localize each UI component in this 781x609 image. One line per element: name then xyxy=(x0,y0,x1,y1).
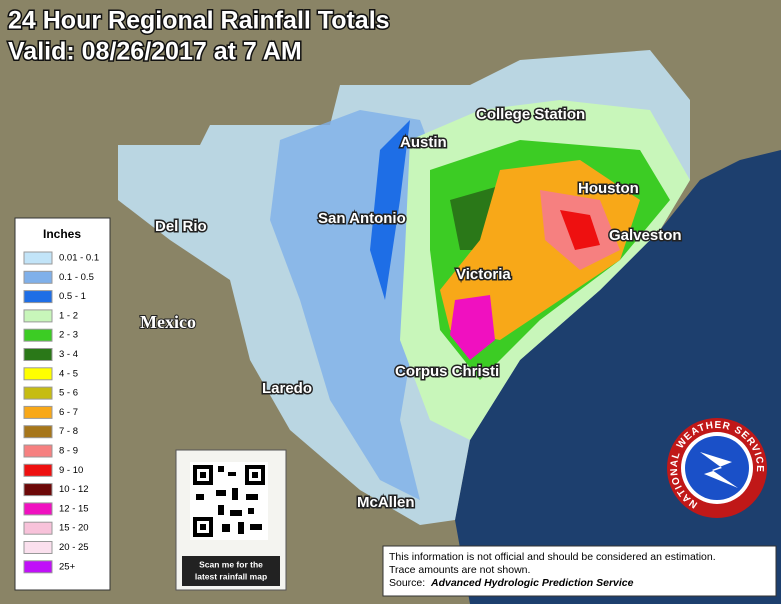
legend-label: 1 - 2 xyxy=(59,310,78,321)
place-label: San Antonio xyxy=(318,210,406,227)
place-label: Galveston xyxy=(609,227,682,244)
disclaimer-box xyxy=(382,545,777,597)
legend-swatch xyxy=(23,502,53,516)
legend-swatch xyxy=(23,348,53,361)
qr-caption: latest rainfall map xyxy=(195,571,267,581)
place-label: Corpus Christi xyxy=(395,363,499,380)
rain-area-blue xyxy=(270,110,450,500)
legend-swatch xyxy=(23,541,53,554)
rain-area-red xyxy=(560,210,600,250)
legend-label: 6 - 7 xyxy=(59,407,78,418)
legend-title: Inches xyxy=(43,227,81,241)
source-label: Source: xyxy=(389,577,425,589)
legend-swatch xyxy=(23,425,53,439)
legend-swatch xyxy=(23,290,53,304)
legend-swatch xyxy=(23,328,53,342)
qr-caption-box xyxy=(182,556,280,586)
legend-label: 15 - 20 xyxy=(59,523,89,534)
place-label: McAllen xyxy=(357,494,415,511)
place-label: Houston xyxy=(578,180,639,197)
place-label: Victoria xyxy=(456,266,511,283)
place-label: Austin xyxy=(400,134,447,151)
legend-label: 3 - 4 xyxy=(59,349,78,360)
rain-area-magenta xyxy=(450,295,495,360)
legend-label: 25+ xyxy=(59,561,76,572)
legend-swatch xyxy=(23,560,53,574)
disclaimer-line: Trace amounts are not shown. xyxy=(389,564,530,576)
legend-swatch xyxy=(23,463,53,477)
legend-label: 0.5 - 1 xyxy=(59,291,86,302)
country-label: Mexico xyxy=(140,312,196,332)
legend-label: 10 - 12 xyxy=(59,484,89,495)
disclaimer-line: This information is not official and sho… xyxy=(389,551,716,563)
qr-code xyxy=(193,465,265,537)
legend-label: 0.01 - 0.1 xyxy=(59,253,99,264)
legend-label: 0.1 - 0.5 xyxy=(59,272,94,283)
source: Advanced Hydrologic Prediction Service xyxy=(430,577,634,589)
legend-swatch xyxy=(23,270,53,284)
legend-swatch xyxy=(23,483,53,497)
legend-label: 5 - 6 xyxy=(59,388,78,399)
legend-label: 2 - 3 xyxy=(59,330,78,341)
place-label: College Station xyxy=(476,106,585,123)
legend-label: 20 - 25 xyxy=(59,542,89,553)
legend-swatch xyxy=(23,251,53,265)
legend-swatch xyxy=(23,367,53,381)
legend-label: 4 - 5 xyxy=(59,368,78,379)
logo-bolt xyxy=(700,452,738,488)
legend-label: 12 - 15 xyxy=(59,503,89,514)
legend-label: 9 - 10 xyxy=(59,465,83,476)
legend-swatch xyxy=(23,444,53,458)
legend-swatch xyxy=(23,309,53,323)
legend-items: 0.01 - 0.1 0.1 - 0.5 0.5 - 1 1 - 2 2 - 3 3 - … xyxy=(23,251,99,574)
title: 24 Hour Regional Rainfall Totals xyxy=(8,7,390,35)
legend-swatch xyxy=(23,386,53,400)
legend-label: 8 - 9 xyxy=(59,446,78,457)
legend-swatch xyxy=(23,405,53,419)
legend-swatch xyxy=(23,521,53,535)
subtitle: Valid: 08/26/2017 at 7 AM xyxy=(8,38,302,66)
qr-caption: Scan me for the xyxy=(199,559,263,569)
place-label: Laredo xyxy=(262,380,312,397)
legend-label: 7 - 8 xyxy=(59,426,78,437)
place-label: Del Rio xyxy=(155,218,207,235)
rain-area-dark-blue xyxy=(370,120,410,300)
